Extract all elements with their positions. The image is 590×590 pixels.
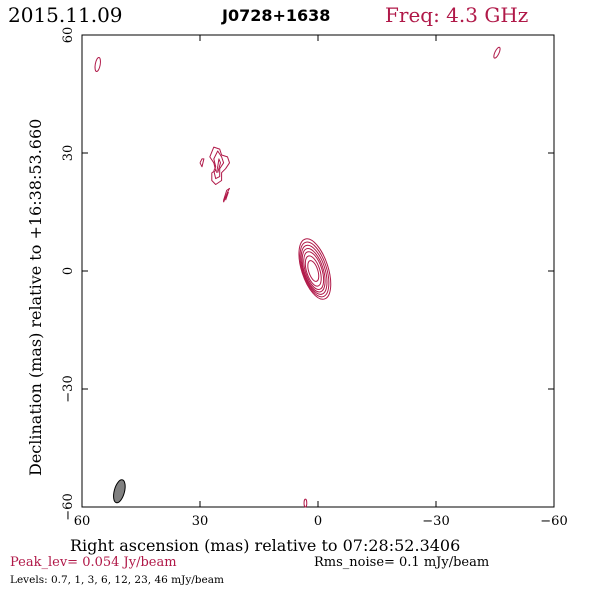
y-tick-label: 30 — [61, 145, 76, 162]
peak-level: Peak_lev= 0.054 Jy/beam — [10, 555, 177, 570]
contour-line — [303, 251, 325, 290]
beam-shape — [113, 479, 126, 504]
y-tick-label: 0 — [61, 267, 76, 275]
contour-line — [300, 244, 328, 295]
x-tick-label: 30 — [192, 514, 209, 529]
contour-lines — [94, 46, 501, 508]
contour-line — [307, 260, 320, 282]
contour-line — [213, 150, 225, 180]
observation-date: 2015.11.09 — [8, 3, 123, 27]
y-axis-label: Declination (mas) relative to +16:38:53.… — [26, 119, 45, 476]
contour-line — [209, 146, 230, 185]
y-tick-label: −30 — [61, 375, 76, 402]
x-tick-label: 60 — [74, 514, 91, 529]
axis-ticks: 60 30 0 −30 −60 −60 −30 0 30 60 — [61, 27, 568, 529]
contour-line — [303, 498, 308, 508]
x-axis-label: Right ascension (mas) relative to 07:28:… — [70, 536, 460, 555]
x-tick-label: −30 — [422, 514, 449, 529]
contour-line — [94, 57, 101, 72]
x-tick-label: 0 — [314, 514, 322, 529]
x-tick-label: −60 — [540, 514, 567, 529]
contour-line — [304, 255, 322, 287]
y-tick-label: 60 — [61, 27, 76, 44]
contour-line — [199, 158, 205, 168]
contour-line — [299, 241, 330, 298]
contour-line — [224, 191, 229, 201]
contour-line — [216, 158, 221, 173]
contour-line — [298, 238, 332, 300]
contour-line — [223, 187, 230, 203]
beam-ellipse — [113, 479, 126, 504]
rms-noise: Rms_noise= 0.1 mJy/beam — [314, 555, 489, 570]
contour-line — [493, 46, 501, 59]
source-name: J0728+1638 — [221, 6, 330, 25]
y-tick-label: −60 — [61, 493, 76, 520]
contour-levels: Levels: 0.7, 1, 3, 6, 12, 23, 46 mJy/bea… — [10, 574, 224, 586]
frequency-label: Freq: 4.3 GHz — [385, 3, 528, 27]
contour-line — [301, 248, 326, 293]
